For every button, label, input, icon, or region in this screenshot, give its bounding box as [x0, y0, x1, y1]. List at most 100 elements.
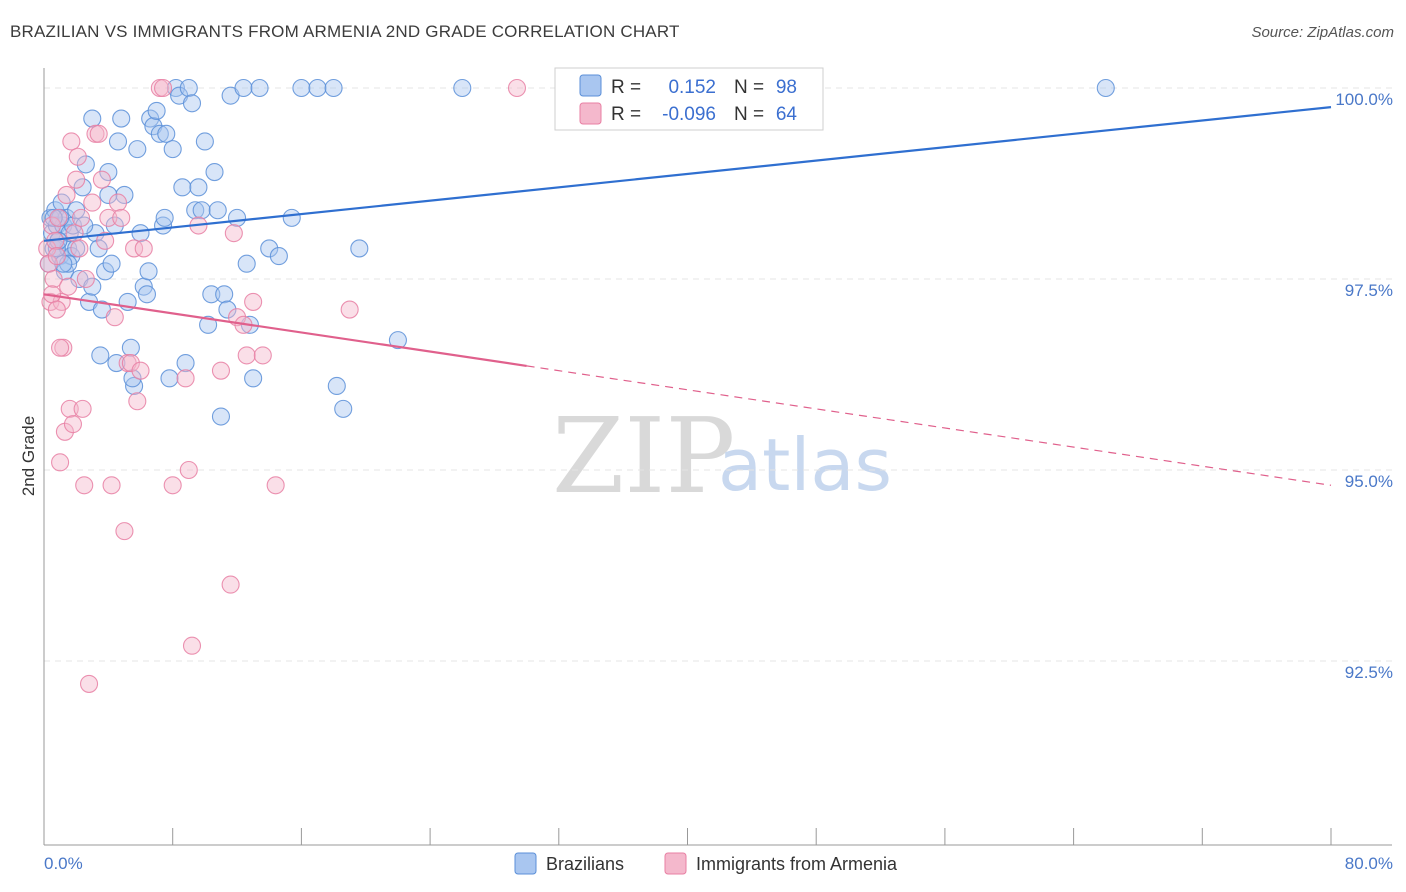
legend-n-label-0: N = — [734, 77, 764, 98]
y-tick-label: 100.0% — [1335, 90, 1393, 109]
point-brazilians — [44, 208, 63, 227]
y-tick-label: 95.0% — [1345, 472, 1393, 491]
point-armenia — [153, 78, 173, 98]
point-brazilians — [108, 132, 128, 151]
point-brazilians — [292, 78, 311, 98]
point-brazilians — [234, 78, 253, 98]
point-brazilians — [99, 185, 118, 205]
point-armenia — [57, 185, 76, 205]
point-brazilians — [89, 239, 108, 258]
point-brazilians — [137, 285, 157, 304]
point-brazilians — [73, 178, 92, 197]
point-armenia — [62, 132, 81, 151]
point-brazilians — [453, 78, 472, 98]
point-armenia — [121, 353, 140, 373]
point-brazilians — [195, 132, 214, 151]
point-brazilians — [269, 247, 288, 266]
point-brazilians — [131, 224, 150, 243]
point-brazilians — [202, 285, 221, 304]
point-armenia — [59, 277, 78, 296]
point-brazilians — [91, 346, 110, 365]
point-brazilians — [228, 208, 247, 227]
point-armenia — [131, 361, 150, 380]
chart-source: Source: ZipAtlas.com — [1251, 24, 1394, 41]
stats-legend: R = 0.152 N = 98 R = -0.096 N = 64 — [554, 67, 824, 131]
point-armenia — [163, 476, 182, 495]
point-armenia — [73, 399, 92, 418]
point-brazilians — [199, 315, 218, 334]
axes — [43, 68, 1392, 846]
point-brazilians — [83, 109, 102, 128]
scatter-points — [38, 78, 1115, 693]
point-armenia — [99, 208, 118, 227]
legend-r-label-1: R = — [611, 104, 641, 125]
point-brazilians — [128, 140, 147, 159]
point-brazilians — [1096, 78, 1115, 98]
point-brazilians — [121, 338, 140, 357]
legend-n-label-1: N = — [734, 104, 764, 125]
point-armenia — [244, 292, 263, 311]
point-armenia — [253, 346, 272, 365]
point-armenia — [71, 208, 91, 227]
point-brazilians — [208, 201, 227, 220]
chart-title: BRAZILIAN VS IMMIGRANTS FROM ARMENIA 2ND… — [10, 22, 680, 41]
watermark-zip: ZIP — [552, 395, 735, 517]
point-armenia — [266, 476, 285, 495]
point-armenia — [83, 193, 102, 212]
y-tick-label: 92.5% — [1345, 663, 1393, 682]
point-armenia — [182, 636, 202, 655]
point-armenia — [76, 269, 95, 289]
point-brazilians — [102, 254, 121, 273]
point-armenia — [211, 361, 231, 380]
point-armenia — [105, 308, 124, 327]
point-brazilians — [334, 399, 353, 418]
bottom-legend-swatch-armenia — [664, 852, 687, 875]
point-brazilians — [125, 376, 144, 396]
point-brazilians — [147, 101, 166, 120]
point-armenia — [112, 208, 131, 227]
point-armenia — [75, 476, 94, 495]
point-brazilians — [250, 78, 269, 98]
series-legend: Brazilians Immigrants from Armenia — [514, 852, 898, 875]
point-brazilians — [211, 407, 231, 426]
point-brazilians — [282, 208, 301, 227]
point-armenia — [89, 124, 108, 143]
legend-r-value-1: -0.096 — [662, 104, 716, 125]
point-brazilians — [192, 201, 211, 220]
point-brazilians — [350, 239, 369, 258]
point-brazilians — [54, 254, 73, 273]
point-brazilians — [176, 353, 195, 373]
legend-swatch-brazilians — [579, 74, 602, 97]
point-armenia — [49, 208, 68, 227]
point-brazilians — [173, 178, 192, 197]
point-armenia — [125, 239, 144, 258]
point-armenia — [92, 170, 111, 189]
point-brazilians — [324, 78, 343, 98]
point-armenia — [60, 399, 79, 418]
point-armenia — [70, 239, 89, 258]
bottom-legend-swatch-brazilians — [514, 852, 537, 875]
point-armenia — [47, 247, 66, 266]
legend-r-label-0: R = — [611, 77, 641, 98]
x-ticks: 0.0% 80.0% — [44, 854, 1393, 873]
point-brazilians — [244, 369, 263, 388]
point-armenia — [108, 193, 128, 212]
x-tick-label-right: 80.0% — [1345, 854, 1393, 873]
point-armenia — [134, 239, 153, 258]
point-brazilians — [96, 262, 115, 281]
point-brazilians — [237, 254, 256, 273]
point-armenia — [67, 170, 86, 189]
point-armenia — [51, 338, 70, 357]
point-brazilians — [150, 124, 169, 143]
trend-lines — [43, 106, 1332, 486]
point-armenia — [79, 674, 99, 693]
point-brazilians — [205, 162, 224, 182]
point-brazilians — [112, 109, 131, 128]
point-brazilians — [327, 376, 346, 396]
point-brazilians — [99, 162, 118, 182]
y-tick-label: 97.5% — [1345, 281, 1393, 300]
point-brazilians — [388, 331, 407, 350]
point-armenia — [224, 224, 243, 243]
trend-line-armenia — [43, 293, 527, 367]
